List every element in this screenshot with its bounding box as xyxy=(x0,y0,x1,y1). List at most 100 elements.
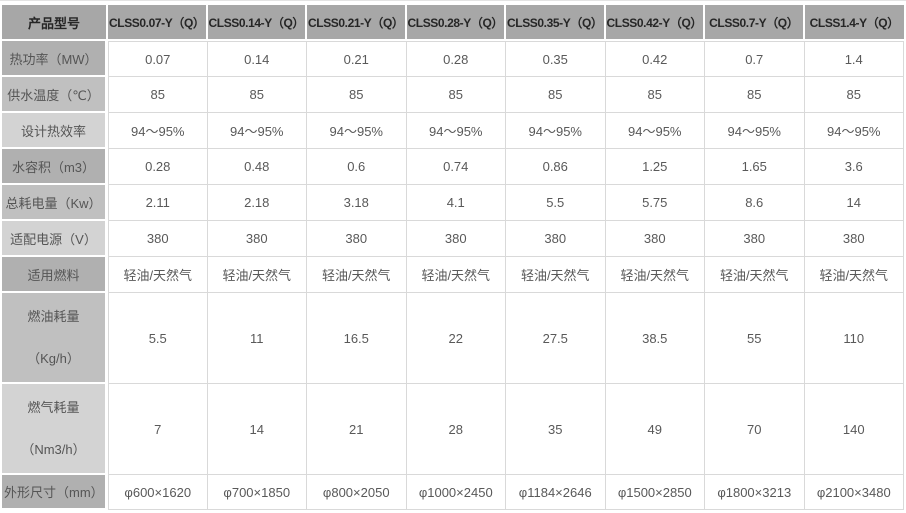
spec-row: 燃油耗量 （Kg/h） 5.5 11 16.5 22 27.5 38.5 55 110 xyxy=(2,293,904,384)
row-label-line: 燃气耗量 xyxy=(27,399,80,415)
table-body: 热功率（MW） 0.07 0.14 0.21 0.28 0.35 0.42 0.7 1.4 供水温… xyxy=(2,41,904,510)
value-cell: 85 xyxy=(506,77,606,113)
value-cell: 85 xyxy=(307,77,407,113)
column-header-cell: CLSS1.4-Y（Q） xyxy=(804,5,904,41)
value-cell: 140 xyxy=(804,384,904,475)
value-cell: 2.18 xyxy=(207,185,307,221)
value-cell: 5.75 xyxy=(605,185,705,221)
value-cell: 94～95% xyxy=(406,113,506,149)
value-cell: 5.5 xyxy=(108,293,208,384)
row-label-line: 热功率（MW） xyxy=(9,51,98,67)
column-header-cell: CLSS0.14-Y（Q） xyxy=(207,5,307,41)
value-cell: 380 xyxy=(207,221,307,257)
spec-row: 设计热效率 94～95% 94～95% 94～95% 94～95% 94～95% 94～95… xyxy=(2,113,904,149)
value-cell: 2.11 xyxy=(108,185,208,221)
value-cell: 0.07 xyxy=(108,41,208,77)
value-cell: 0.6 xyxy=(307,149,407,185)
value-cell: 380 xyxy=(506,221,606,257)
value-cell: φ1184×2646 xyxy=(506,475,606,510)
value-cell: φ2100×3480 xyxy=(804,475,904,510)
row-label-line: 适配电源（V） xyxy=(10,231,97,247)
value-cell: 85 xyxy=(804,77,904,113)
column-header-cell: CLSS0.35-Y（Q） xyxy=(506,5,606,41)
value-cell: φ700×1850 xyxy=(207,475,307,510)
value-cell: 0.28 xyxy=(108,149,208,185)
value-cell: 27.5 xyxy=(506,293,606,384)
value-cell: 3.6 xyxy=(804,149,904,185)
corner-header-cell: 产品型号 xyxy=(2,5,108,41)
row-label-cell: 适配电源（V） xyxy=(2,221,108,257)
value-cell: 380 xyxy=(605,221,705,257)
value-cell: 380 xyxy=(705,221,805,257)
value-cell: 0.14 xyxy=(207,41,307,77)
row-label-line: 供水温度（℃） xyxy=(7,87,100,103)
spec-row: 水容积（m3） 0.28 0.48 0.6 0.74 0.86 1.25 1.65 3.6 xyxy=(2,149,904,185)
value-cell: 70 xyxy=(705,384,805,475)
column-header-cell: CLSS0.21-Y（Q） xyxy=(307,5,407,41)
value-cell: 35 xyxy=(506,384,606,475)
value-cell: 轻油/天然气 xyxy=(307,257,407,293)
column-header-cell: CLSS0.28-Y（Q） xyxy=(406,5,506,41)
value-cell: 85 xyxy=(406,77,506,113)
column-header-cell: CLSS0.07-Y（Q） xyxy=(108,5,208,41)
value-cell: 1.65 xyxy=(705,149,805,185)
value-cell: 0.28 xyxy=(406,41,506,77)
value-cell: 94～95% xyxy=(307,113,407,149)
value-cell: 14 xyxy=(207,384,307,475)
value-cell: 5.5 xyxy=(506,185,606,221)
value-cell: 0.42 xyxy=(605,41,705,77)
value-cell: 1.4 xyxy=(804,41,904,77)
value-cell: 94～95% xyxy=(207,113,307,149)
value-cell: 85 xyxy=(108,77,208,113)
spec-row: 热功率（MW） 0.07 0.14 0.21 0.28 0.35 0.42 0.7 1.4 xyxy=(2,41,904,77)
spec-row: 适配电源（V） 380 380 380 380 380 380 380 380 xyxy=(2,221,904,257)
value-cell: 7 xyxy=(108,384,208,475)
row-label-line: 水容积（m3） xyxy=(11,159,96,175)
value-cell: 0.86 xyxy=(506,149,606,185)
value-cell: 38.5 xyxy=(605,293,705,384)
column-header-cell: CLSS0.7-Y（Q） xyxy=(705,5,805,41)
value-cell: 0.21 xyxy=(307,41,407,77)
row-label-cell: 外形尺寸（mm） xyxy=(2,475,108,510)
row-label-cell: 总耗电量（Kw） xyxy=(2,185,108,221)
spec-row: 总耗电量（Kw） 2.11 2.18 3.18 4.1 5.5 5.75 8.6 14 xyxy=(2,185,904,221)
row-label-line: 适用燃料 xyxy=(27,267,80,283)
value-cell: φ800×2050 xyxy=(307,475,407,510)
spec-row: 适用燃料 轻油/天然气 轻油/天然气 轻油/天然气 轻油/天然气 轻油/天然气 轻油/天然气… xyxy=(2,257,904,293)
value-cell: 16.5 xyxy=(307,293,407,384)
value-cell: 55 xyxy=(705,293,805,384)
value-cell: 4.1 xyxy=(406,185,506,221)
value-cell: 0.74 xyxy=(406,149,506,185)
value-cell: 94～95% xyxy=(605,113,705,149)
value-cell: 轻油/天然气 xyxy=(506,257,606,293)
value-cell: 94～95% xyxy=(108,113,208,149)
value-cell: φ1500×2850 xyxy=(605,475,705,510)
value-cell: φ600×1620 xyxy=(108,475,208,510)
row-label-cell: 热功率（MW） xyxy=(2,41,108,77)
row-label-line: 外形尺寸（mm） xyxy=(4,485,104,500)
value-cell: 轻油/天然气 xyxy=(108,257,208,293)
row-label-line: （Kg/h） xyxy=(27,350,80,366)
value-cell: 11 xyxy=(207,293,307,384)
header-row: 产品型号 CLSS0.07-Y（Q） CLSS0.14-Y（Q） CLSS0.2… xyxy=(2,5,904,41)
value-cell: 0.7 xyxy=(705,41,805,77)
product-spec-table: 产品型号 CLSS0.07-Y（Q） CLSS0.14-Y（Q） CLSS0.2… xyxy=(2,5,904,510)
row-label-cell: 燃气耗量 （Nm3/h） xyxy=(2,384,108,475)
row-label-cell: 适用燃料 xyxy=(2,257,108,293)
table-header: 产品型号 CLSS0.07-Y（Q） CLSS0.14-Y（Q） CLSS0.2… xyxy=(2,5,904,41)
spec-row: 外形尺寸（mm） φ600×1620 φ700×1850 φ800×2050 φ1000… xyxy=(2,475,904,510)
value-cell: 380 xyxy=(804,221,904,257)
value-cell: 轻油/天然气 xyxy=(605,257,705,293)
row-label-line: （Nm3/h） xyxy=(21,441,86,457)
column-header-cell: CLSS0.42-Y（Q） xyxy=(605,5,705,41)
value-cell: 28 xyxy=(406,384,506,475)
row-label-cell: 供水温度（℃） xyxy=(2,77,108,113)
row-label-line: 燃油耗量 xyxy=(27,308,80,324)
value-cell: 85 xyxy=(605,77,705,113)
value-cell: 轻油/天然气 xyxy=(705,257,805,293)
row-label-cell: 水容积（m3） xyxy=(2,149,108,185)
value-cell: 轻油/天然气 xyxy=(804,257,904,293)
value-cell: 1.25 xyxy=(605,149,705,185)
value-cell: 0.35 xyxy=(506,41,606,77)
value-cell: 380 xyxy=(108,221,208,257)
